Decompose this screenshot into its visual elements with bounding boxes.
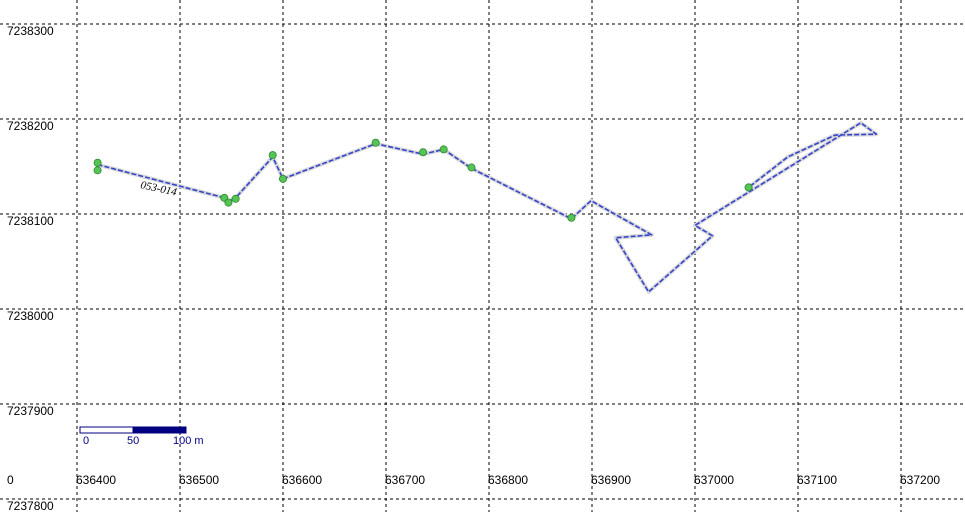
x-axis-tick-labels: 636400 636500 636600 636700 636800 636900 6370… <box>76 473 940 487</box>
track-halo <box>97 120 879 294</box>
y-axis-tick-labels: 7238300 7238200 7238100 7238000 7237900 72378… <box>7 24 54 512</box>
track-label: 053-014 <box>139 179 178 198</box>
x-tick-label: 637200 <box>900 473 940 487</box>
scale-label-50: 50 <box>127 435 139 447</box>
track-point[interactable] <box>419 148 428 157</box>
x-tick-label: 636700 <box>385 473 425 487</box>
y-tick-label: 7238000 <box>7 309 54 323</box>
x-tick-label: 636500 <box>179 473 219 487</box>
track-point[interactable] <box>93 166 102 175</box>
track-point[interactable] <box>93 158 102 167</box>
track-point[interactable] <box>278 174 287 183</box>
track-point[interactable] <box>268 151 277 160</box>
track-point[interactable] <box>224 198 233 207</box>
y-tick-label: 7238100 <box>7 214 54 228</box>
y-tick-label: 7238300 <box>7 24 54 38</box>
track-line[interactable] <box>97 122 878 293</box>
x-tick-label: 636400 <box>76 473 116 487</box>
scale-bar-dark-segment <box>132 426 187 434</box>
scale-bar-white-segment <box>79 426 134 434</box>
track-point[interactable] <box>439 145 448 154</box>
scale-bar: 0 50 100 m <box>79 426 204 447</box>
track-point[interactable] <box>467 163 476 172</box>
track-point[interactable] <box>371 138 380 147</box>
track-point[interactable] <box>744 183 753 192</box>
survey-track[interactable] <box>97 120 879 294</box>
y-tick-label: 7237800 <box>7 499 54 512</box>
origin-label: 0 <box>7 473 14 487</box>
x-tick-label: 636900 <box>591 473 631 487</box>
x-tick-label: 637000 <box>694 473 734 487</box>
x-tick-label: 637100 <box>797 473 837 487</box>
track-point[interactable] <box>231 194 240 203</box>
scale-label-0: 0 <box>83 435 89 447</box>
y-tick-label: 7238200 <box>7 119 54 133</box>
x-tick-label: 636600 <box>282 473 322 487</box>
y-tick-label: 7237900 <box>7 404 54 418</box>
track-point[interactable] <box>567 213 576 222</box>
scale-label-100m: 100 m <box>173 435 204 447</box>
track-points[interactable] <box>93 138 753 222</box>
x-tick-label: 636800 <box>488 473 528 487</box>
